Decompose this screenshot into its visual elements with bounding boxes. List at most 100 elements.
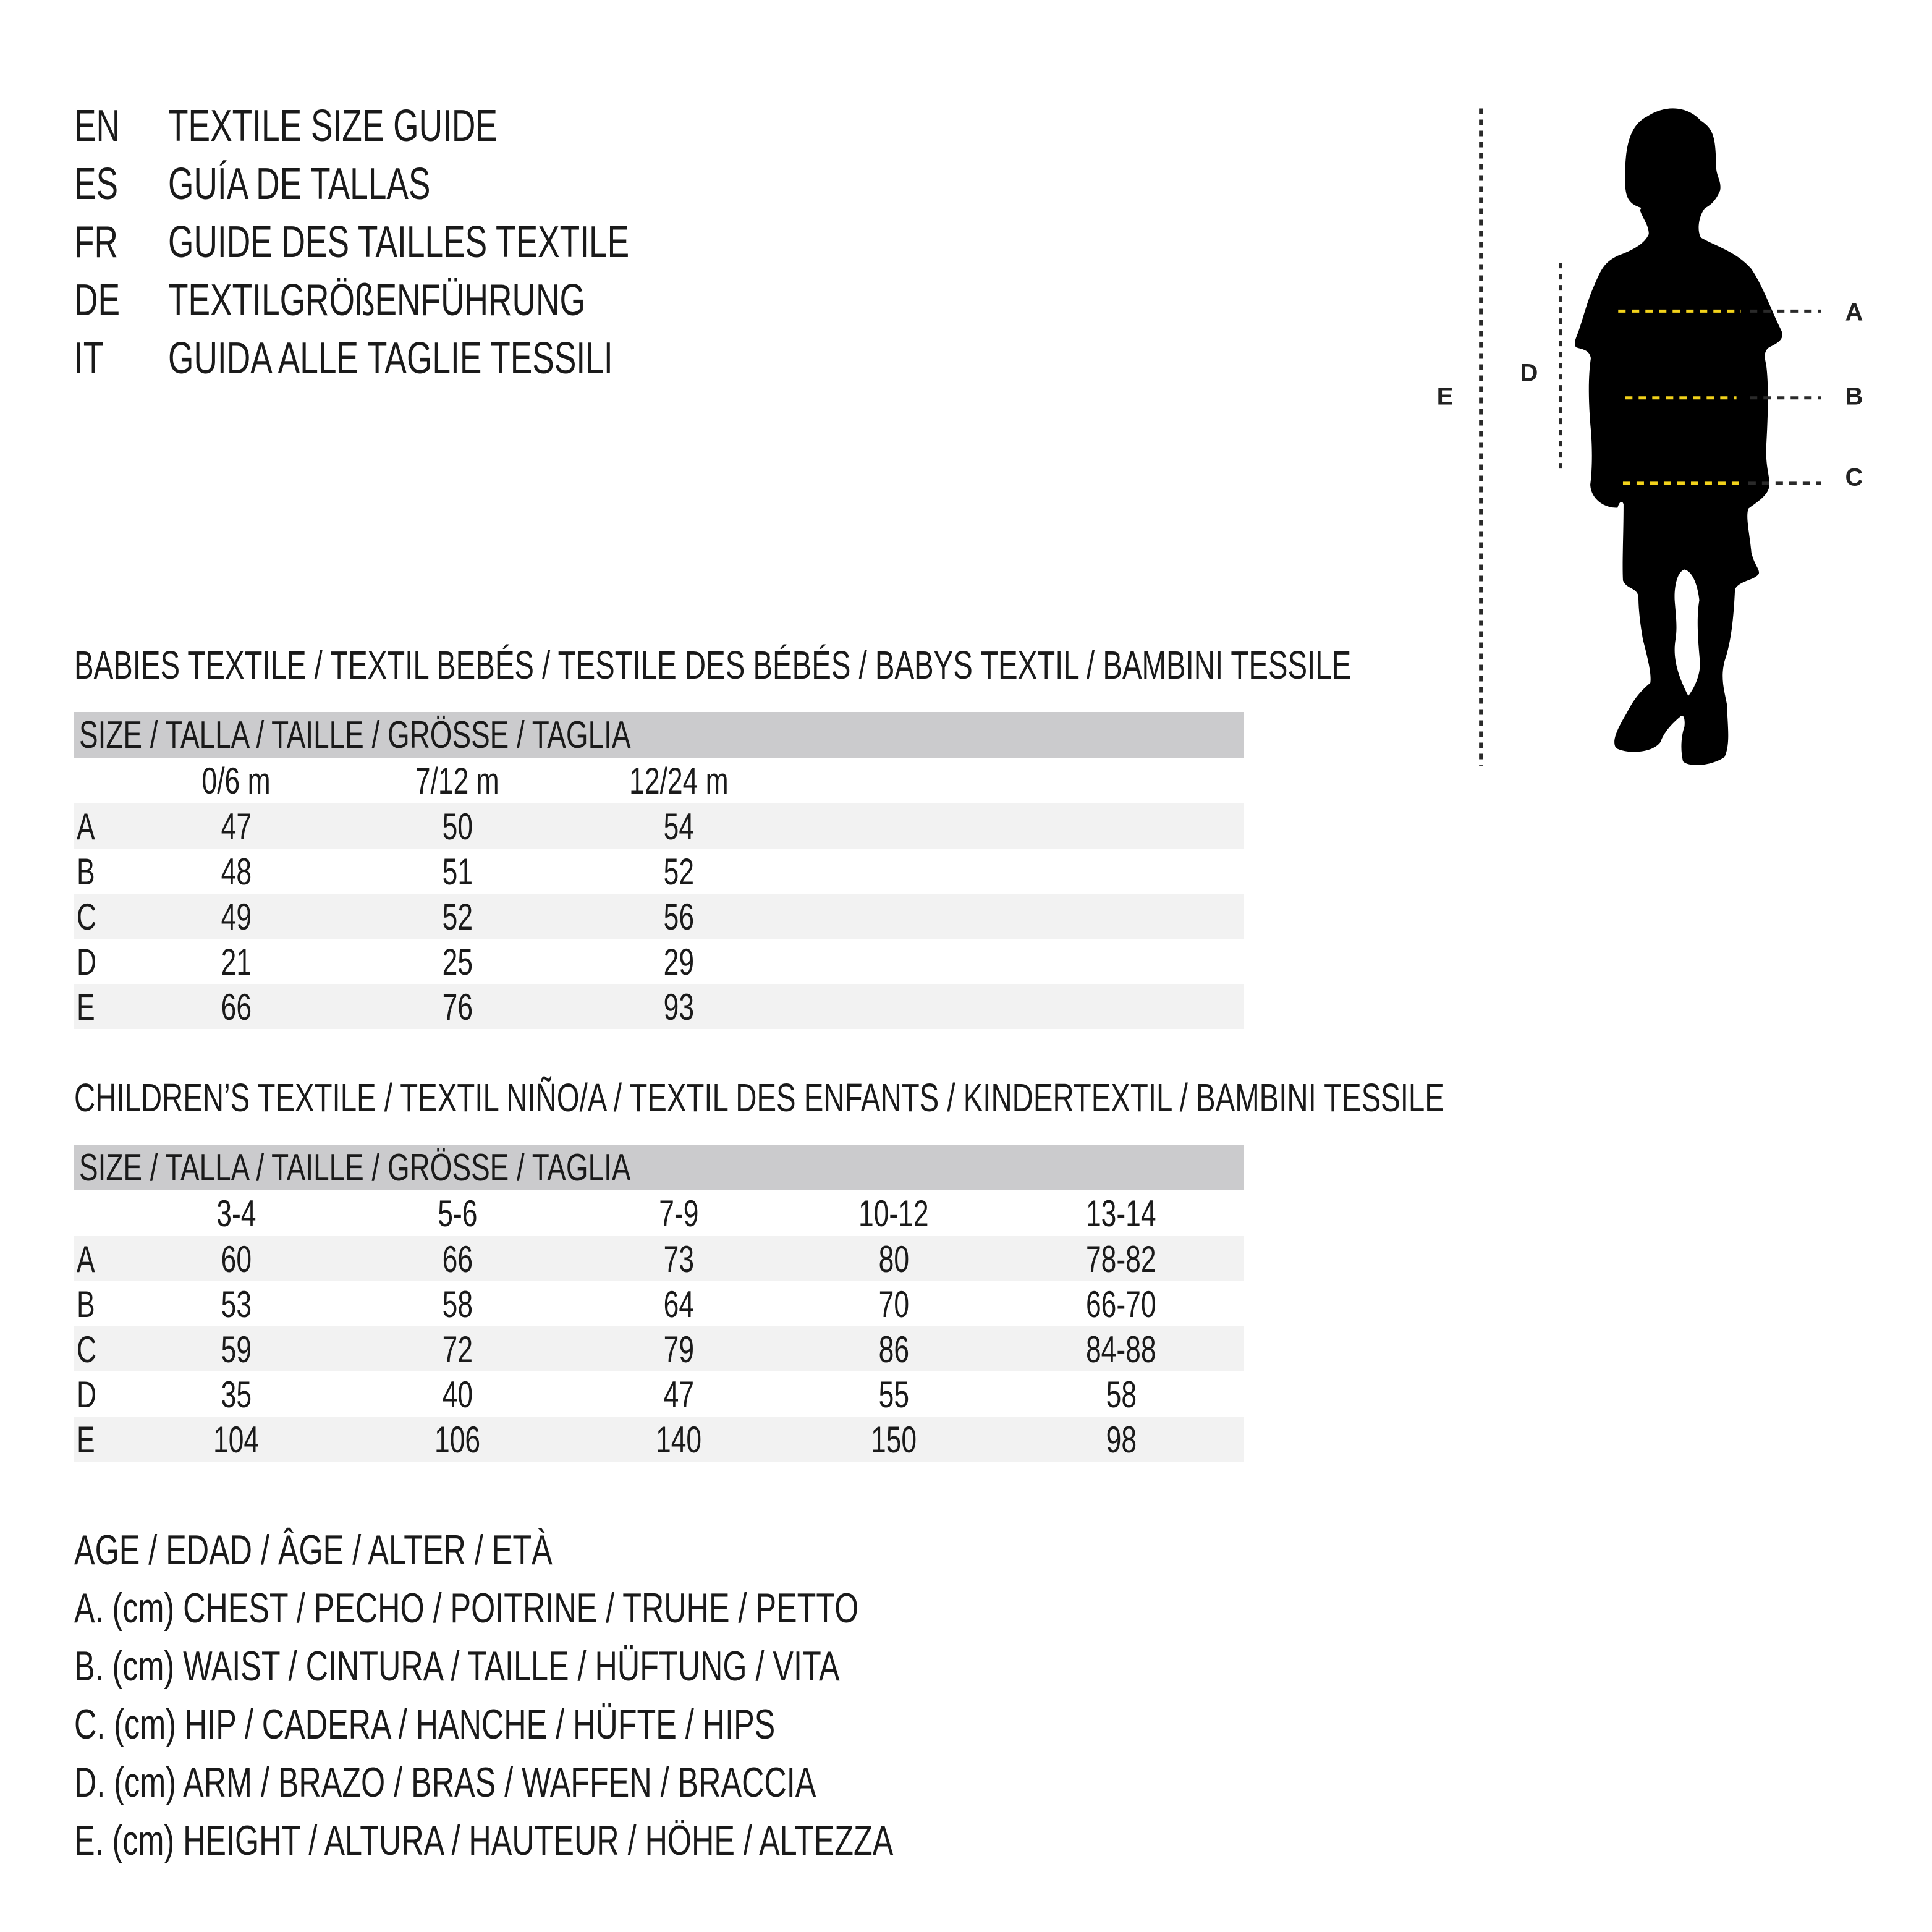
row-label: A bbox=[77, 803, 101, 850]
language-code-text: IT bbox=[74, 334, 104, 383]
row-label: B bbox=[77, 849, 101, 896]
column-header-row: 0/6 m 7/12 m 12/24 m bbox=[74, 758, 1244, 803]
column-header: 0/6 m bbox=[162, 758, 310, 805]
legend-item-text: AGE / EDAD / ÂGE / ALTER / ETÀ bbox=[74, 1527, 553, 1574]
row-label-text: A bbox=[77, 1239, 95, 1280]
table-cell: 21 bbox=[162, 939, 310, 986]
guide-title: GUÍA DE TALLAS bbox=[168, 155, 523, 213]
legend-item: AGE / EDAD / ÂGE / ALTER / ETÀ bbox=[74, 1521, 720, 1579]
table-cell-text: 98 bbox=[1106, 1419, 1137, 1460]
size-header-bar: SIZE / TALLA / TAILLE / GRÖSSE / TAGLIA bbox=[74, 712, 1244, 758]
column-header-text: 5-6 bbox=[437, 1193, 478, 1234]
table-cell: 47 bbox=[162, 803, 310, 850]
column-header-text: 10-12 bbox=[858, 1193, 929, 1234]
row-label: A bbox=[77, 1236, 101, 1283]
size-header-text: SIZE / TALLA / TAILLE / GRÖSSE / TAGLIA bbox=[79, 1146, 631, 1189]
table-cell: 35 bbox=[162, 1371, 310, 1418]
table-cell-text: 35 bbox=[221, 1374, 252, 1415]
legend-item-text: E. (cm) HEIGHT / ALTURA / HAUTEUR / HÖHE… bbox=[74, 1817, 894, 1864]
column-header-text: 7-9 bbox=[658, 1193, 699, 1234]
guide-title-text: GUÍA DE TALLAS bbox=[168, 159, 431, 209]
table-cell: 76 bbox=[383, 984, 532, 1031]
table-cell: 66 bbox=[162, 984, 310, 1031]
table-row: E 66 76 93 bbox=[74, 984, 1244, 1029]
table-cell: 29 bbox=[604, 939, 753, 986]
language-code: FR bbox=[74, 213, 133, 271]
table-row: A 47 50 54 bbox=[74, 803, 1244, 849]
language-code: ES bbox=[74, 155, 133, 213]
language-code-text: ES bbox=[74, 159, 119, 209]
table-cell-text: 52 bbox=[663, 851, 694, 892]
table-row: C 59 72 79 86 84-88 bbox=[74, 1326, 1244, 1371]
column-header: 12/24 m bbox=[604, 758, 753, 805]
table-cell: 98 bbox=[1047, 1417, 1195, 1464]
column-header-text: 7/12 m bbox=[415, 760, 499, 802]
figure-label-e: E bbox=[1436, 383, 1454, 410]
table-cell: 58 bbox=[1047, 1371, 1195, 1418]
row-label-text: C bbox=[77, 1329, 97, 1370]
table-cell: 84-88 bbox=[1047, 1326, 1195, 1373]
table-cell-text: 66 bbox=[442, 1239, 473, 1280]
language-code: DE bbox=[74, 271, 136, 329]
column-header: 7-9 bbox=[604, 1190, 753, 1237]
table-cell: 140 bbox=[604, 1417, 753, 1464]
column-header: 3-4 bbox=[162, 1190, 310, 1237]
row-label: D bbox=[77, 1371, 103, 1418]
row-label-text: B bbox=[77, 1284, 95, 1325]
table-cell: 59 bbox=[162, 1326, 310, 1373]
table-cell-text: 40 bbox=[442, 1374, 473, 1415]
babies-section-title: BABIES TEXTILE / TEXTIL BEBÉS / TESTILE … bbox=[74, 640, 1800, 690]
legend-item: B. (cm) WAIST / CINTURA / TAILLE / HÜFTU… bbox=[74, 1637, 1109, 1695]
row-label: E bbox=[77, 984, 101, 1031]
legend-item: D. (cm) ARM / BRAZO / BRAS / WAFFEN / BR… bbox=[74, 1753, 1077, 1811]
table-cell-text: 84-88 bbox=[1086, 1329, 1156, 1370]
size-header-text: SIZE / TALLA / TAILLE / GRÖSSE / TAGLIA bbox=[79, 714, 631, 756]
table-cell-text: 50 bbox=[442, 806, 473, 847]
row-label: C bbox=[77, 894, 103, 941]
guide-title: GUIDE DES TAILLES TEXTILE bbox=[168, 213, 791, 271]
guide-title: GUIDA ALLE TAGLIE TESSILI bbox=[168, 329, 769, 388]
table-cell-text: 58 bbox=[1106, 1374, 1137, 1415]
children-title-text: CHILDREN’S TEXTILE / TEXTIL NIÑO/A / TEX… bbox=[74, 1075, 1444, 1120]
column-header: 7/12 m bbox=[383, 758, 532, 805]
guide-title-text: TEXTILGRÖßENFÜHRUNG bbox=[168, 276, 585, 325]
legend-item: A. (cm) CHEST / PECHO / POITRINE / TRUHE… bbox=[74, 1579, 1134, 1637]
size-header-bar: SIZE / TALLA / TAILLE / GRÖSSE / TAGLIA bbox=[74, 1145, 1244, 1190]
table-cell: 78-82 bbox=[1047, 1236, 1195, 1283]
figure-label-c: C bbox=[1845, 464, 1863, 491]
table-cell: 86 bbox=[820, 1326, 968, 1373]
guide-title: TEXTILGRÖßENFÜHRUNG bbox=[168, 271, 732, 329]
table-cell: 52 bbox=[604, 849, 753, 896]
row-label-text: D bbox=[77, 1374, 97, 1415]
figure-label-b: B bbox=[1845, 383, 1863, 410]
table-cell: 79 bbox=[604, 1326, 753, 1373]
table-cell-text: 64 bbox=[663, 1284, 694, 1325]
table-cell: 73 bbox=[604, 1236, 753, 1283]
table-cell-text: 76 bbox=[442, 986, 473, 1028]
language-code: IT bbox=[74, 329, 114, 388]
table-cell-text: 53 bbox=[221, 1284, 252, 1325]
table-cell-text: 72 bbox=[442, 1329, 473, 1370]
table-row: E 104 106 140 150 98 bbox=[74, 1417, 1244, 1462]
table-cell-text: 70 bbox=[878, 1284, 909, 1325]
table-cell: 58 bbox=[383, 1281, 532, 1328]
row-label-text: C bbox=[77, 896, 97, 938]
leg-gap bbox=[1674, 569, 1700, 697]
guide-title: TEXTILE SIZE GUIDE bbox=[168, 97, 613, 155]
guide-title-text: GUIDE DES TAILLES TEXTILE bbox=[168, 218, 630, 267]
table-cell: 70 bbox=[820, 1281, 968, 1328]
table-cell-text: 79 bbox=[663, 1329, 694, 1370]
table-cell: 53 bbox=[162, 1281, 310, 1328]
table-cell: 104 bbox=[162, 1417, 310, 1464]
table-cell-text: 54 bbox=[663, 806, 694, 847]
table-cell-text: 78-82 bbox=[1086, 1239, 1156, 1280]
language-code-text: DE bbox=[74, 276, 121, 325]
table-cell: 55 bbox=[820, 1371, 968, 1418]
row-label-text: E bbox=[77, 1419, 95, 1460]
column-header-text: 13-14 bbox=[1086, 1193, 1156, 1234]
table-cell-text: 150 bbox=[870, 1419, 917, 1460]
legend-item-text: D. (cm) ARM / BRAZO / BRAS / WAFFEN / BR… bbox=[74, 1759, 816, 1806]
table-cell-text: 55 bbox=[878, 1374, 909, 1415]
table-cell-text: 106 bbox=[434, 1419, 481, 1460]
table-cell: 40 bbox=[383, 1371, 532, 1418]
